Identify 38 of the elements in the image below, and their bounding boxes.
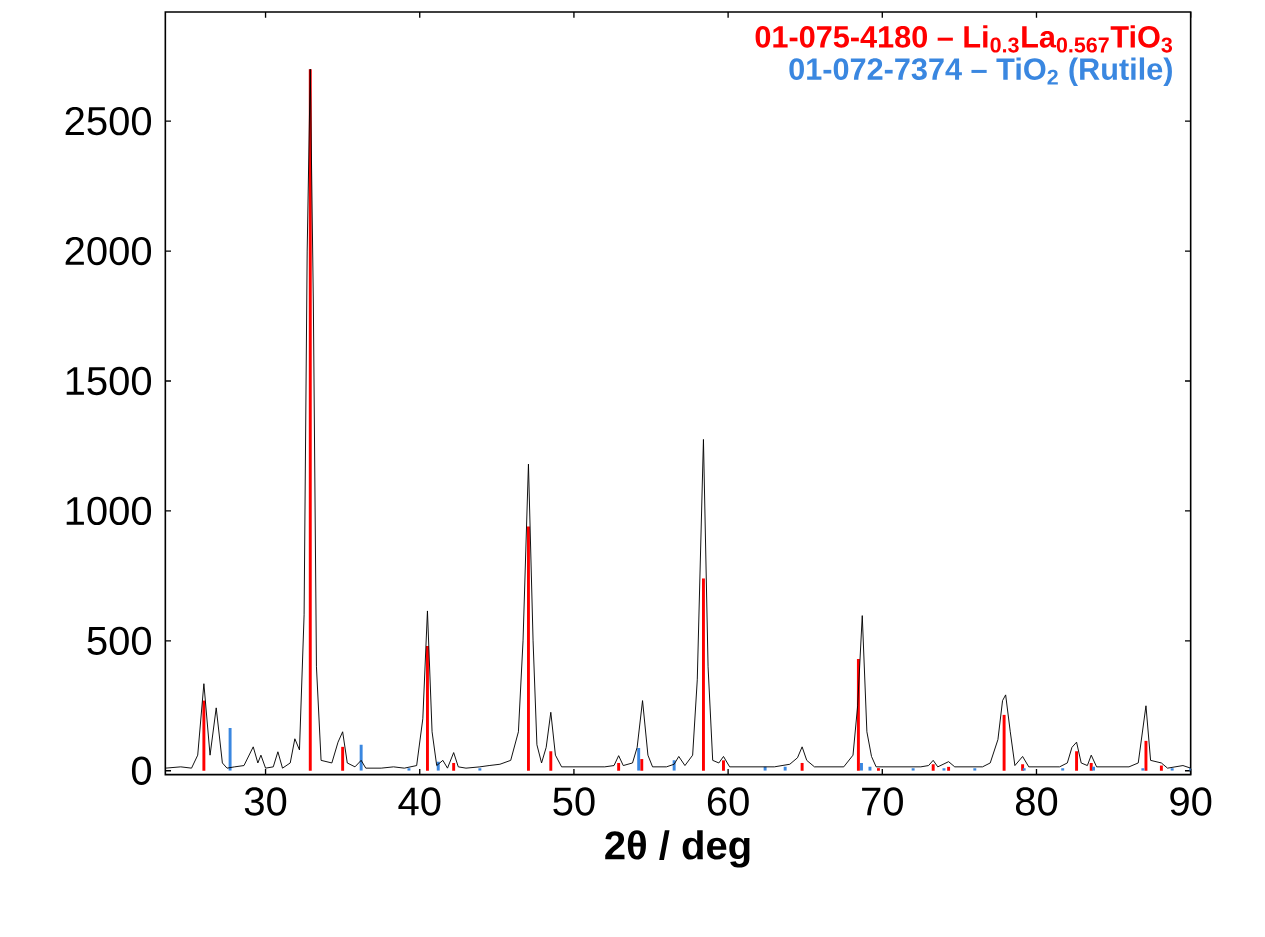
x-tick-label: 40 bbox=[398, 787, 441, 816]
bar bbox=[341, 746, 345, 771]
bar bbox=[617, 762, 621, 771]
y-tick-label: 2000 bbox=[65, 236, 152, 266]
bar bbox=[1002, 714, 1006, 771]
bar bbox=[876, 768, 880, 771]
bar bbox=[1159, 765, 1163, 771]
bar bbox=[722, 760, 725, 771]
bar bbox=[228, 727, 232, 771]
bar bbox=[947, 766, 951, 771]
x-axis-title: 2θ / deg bbox=[605, 830, 750, 868]
y-tick-label: 0 bbox=[131, 756, 152, 785]
bar bbox=[931, 764, 935, 771]
bar bbox=[549, 751, 553, 771]
bar bbox=[1144, 740, 1148, 771]
bar bbox=[452, 762, 456, 771]
bar bbox=[800, 762, 804, 771]
x-tick-label: 30 bbox=[244, 787, 287, 816]
bar bbox=[860, 762, 863, 771]
y-tick-label: 1000 bbox=[66, 496, 152, 526]
y-tick-label: 2500 bbox=[65, 106, 152, 136]
x-tick-label: 70 bbox=[862, 787, 903, 816]
bar bbox=[526, 526, 530, 771]
x-tick-label: 50 bbox=[553, 787, 595, 816]
y-tick-label: 1500 bbox=[66, 366, 152, 396]
y-tick-label: 500 bbox=[87, 626, 152, 655]
text: 01-075-4180 – Li$_{0.3}$La$_{0.567}$TiO$_{3}$ bbox=[755, 25, 1173, 53]
bar bbox=[1021, 764, 1025, 771]
text: 01-072-7374 – TiO$_{2}$ (Rutile) bbox=[789, 57, 1172, 86]
bar bbox=[637, 747, 641, 771]
x-tick-label: 60 bbox=[707, 787, 749, 816]
bar bbox=[425, 646, 429, 771]
bar bbox=[202, 700, 206, 771]
bar bbox=[1075, 751, 1079, 771]
bar bbox=[640, 759, 644, 771]
bar bbox=[701, 578, 705, 771]
x-tick-label: 80 bbox=[1015, 787, 1058, 816]
x-tick-label: 90 bbox=[1170, 787, 1212, 816]
